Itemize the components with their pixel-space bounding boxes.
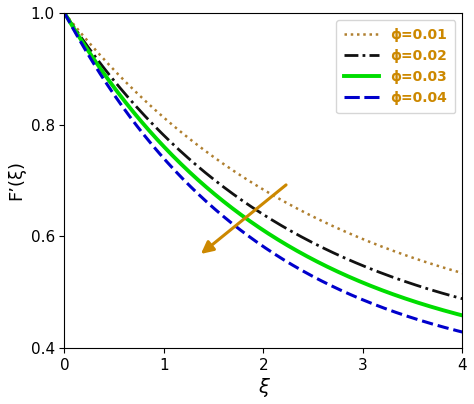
ϕ=0.03 — [459, 313, 465, 318]
ϕ=0.03 — [62, 11, 67, 15]
ϕ=0.04 — [459, 330, 465, 335]
ϕ=0.04 — [222, 216, 228, 221]
Line: ϕ=0.04: ϕ=0.04 — [64, 13, 462, 332]
X-axis label: ξ: ξ — [258, 378, 269, 397]
Y-axis label: F’(ξ): F’(ξ) — [7, 160, 25, 200]
ϕ=0.03 — [237, 211, 243, 216]
ϕ=0.01 — [62, 11, 67, 15]
ϕ=0.01 — [102, 58, 108, 63]
ϕ=0.01 — [459, 271, 465, 276]
ϕ=0.03 — [222, 200, 228, 205]
Line: ϕ=0.03: ϕ=0.03 — [64, 13, 462, 316]
ϕ=0.03 — [379, 288, 385, 292]
ϕ=0.02 — [459, 296, 465, 301]
ϕ=0.02 — [102, 67, 108, 72]
ϕ=0.04 — [62, 11, 67, 15]
ϕ=0.03 — [335, 269, 340, 274]
ϕ=0.01 — [335, 226, 340, 231]
ϕ=0.02 — [372, 268, 377, 273]
ϕ=0.03 — [372, 285, 377, 290]
ϕ=0.04 — [379, 305, 385, 310]
Line: ϕ=0.02: ϕ=0.02 — [64, 13, 462, 299]
ϕ=0.01 — [379, 244, 385, 249]
ϕ=0.01 — [222, 163, 228, 168]
ϕ=0.03 — [102, 73, 108, 78]
ϕ=0.01 — [237, 173, 243, 177]
ϕ=0.02 — [379, 271, 385, 276]
ϕ=0.04 — [102, 79, 108, 84]
ϕ=0.02 — [222, 186, 228, 191]
ϕ=0.04 — [335, 286, 340, 291]
ϕ=0.02 — [62, 11, 67, 15]
Legend: ϕ=0.01, ϕ=0.02, ϕ=0.03, ϕ=0.04: ϕ=0.01, ϕ=0.02, ϕ=0.03, ϕ=0.04 — [336, 20, 456, 114]
ϕ=0.04 — [372, 302, 377, 307]
Line: ϕ=0.01: ϕ=0.01 — [64, 13, 462, 273]
ϕ=0.02 — [335, 252, 340, 257]
ϕ=0.02 — [237, 196, 243, 201]
ϕ=0.01 — [372, 242, 377, 246]
ϕ=0.04 — [237, 227, 243, 232]
